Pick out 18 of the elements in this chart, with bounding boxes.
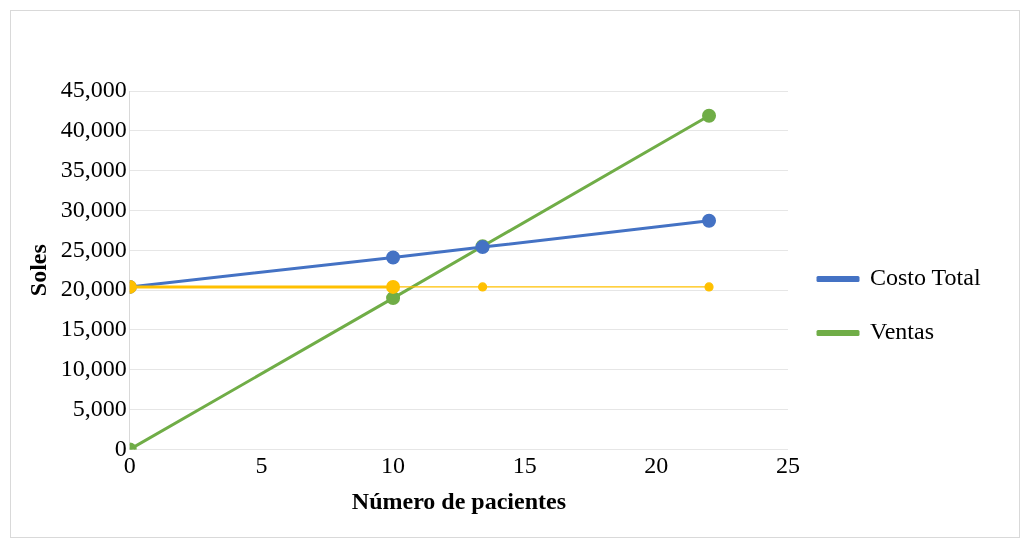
y-tick-label: 35,000	[60, 155, 127, 182]
y-tick-label: 40,000	[60, 116, 127, 143]
x-tick-label: 20	[644, 452, 669, 479]
x-tick-label: 15	[512, 452, 537, 479]
y-tick-label: 30,000	[60, 195, 127, 222]
x-tick-label: 10	[381, 452, 406, 479]
y-tick-label: 25,000	[60, 235, 127, 262]
y-tick-label: 15,000	[60, 315, 127, 342]
x-tick-label: 5	[255, 452, 268, 479]
y-tick-label: 45,000	[60, 76, 127, 103]
y-tick-label: 10,000	[60, 355, 127, 382]
y-axis-title: Soles	[24, 244, 51, 297]
y-tick-label: 20,000	[60, 275, 127, 302]
legend-label: Costo Total	[870, 264, 981, 291]
legend-label: Ventas	[870, 318, 934, 345]
x-axis-title: Número de pacientes	[351, 487, 567, 514]
y-tick-label: 5,000	[72, 394, 127, 421]
x-tick-label: 25	[776, 452, 801, 479]
